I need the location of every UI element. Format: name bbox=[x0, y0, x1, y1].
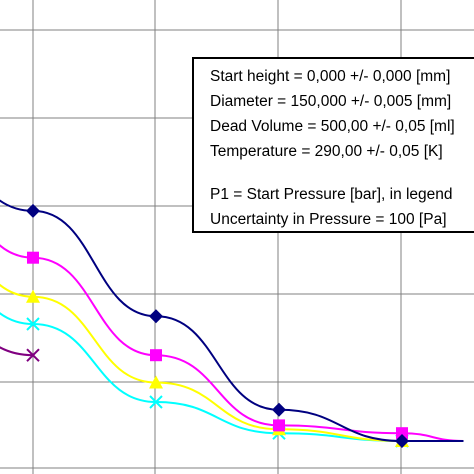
temperature-text: Temperature = 290,00 +/- 0,05 [K] bbox=[210, 143, 443, 160]
data-point-x bbox=[26, 348, 40, 362]
series-line bbox=[0, 311, 464, 442]
pressure-uncertainty-note: Uncertainty in Pressure = 100 [Pa] bbox=[210, 211, 447, 228]
diameter-text: Diameter = 150,000 +/- 0,005 [mm] bbox=[210, 93, 452, 110]
series-layer bbox=[0, 199, 464, 448]
data-point-x bbox=[26, 317, 40, 331]
data-point-square bbox=[273, 419, 285, 432]
spacer bbox=[210, 164, 474, 182]
data-point-square bbox=[396, 427, 408, 440]
series-line bbox=[0, 346, 34, 357]
dead-volume-text: Dead Volume = 500,00 +/- 0,05 [ml] bbox=[210, 118, 455, 135]
data-point-diamond bbox=[395, 434, 409, 448]
start-height-text: Start height = 0,000 +/- 0,000 [mm] bbox=[210, 68, 451, 85]
data-point-triangle bbox=[149, 375, 163, 389]
data-point-diamond bbox=[26, 203, 40, 218]
start-pressure-note: P1 = Start Pressure [bar], in legend bbox=[210, 186, 453, 203]
data-point-x bbox=[149, 395, 163, 409]
series-line bbox=[0, 199, 464, 442]
series-line bbox=[0, 244, 464, 442]
data-point-square bbox=[150, 349, 162, 362]
data-point-square bbox=[27, 251, 39, 264]
parameters-info-box: Start height = 0,000 +/- 0,000 [mm] Diam… bbox=[192, 57, 474, 233]
data-point-triangle bbox=[26, 289, 40, 303]
data-point-diamond bbox=[272, 402, 286, 417]
data-point-diamond bbox=[149, 309, 163, 324]
